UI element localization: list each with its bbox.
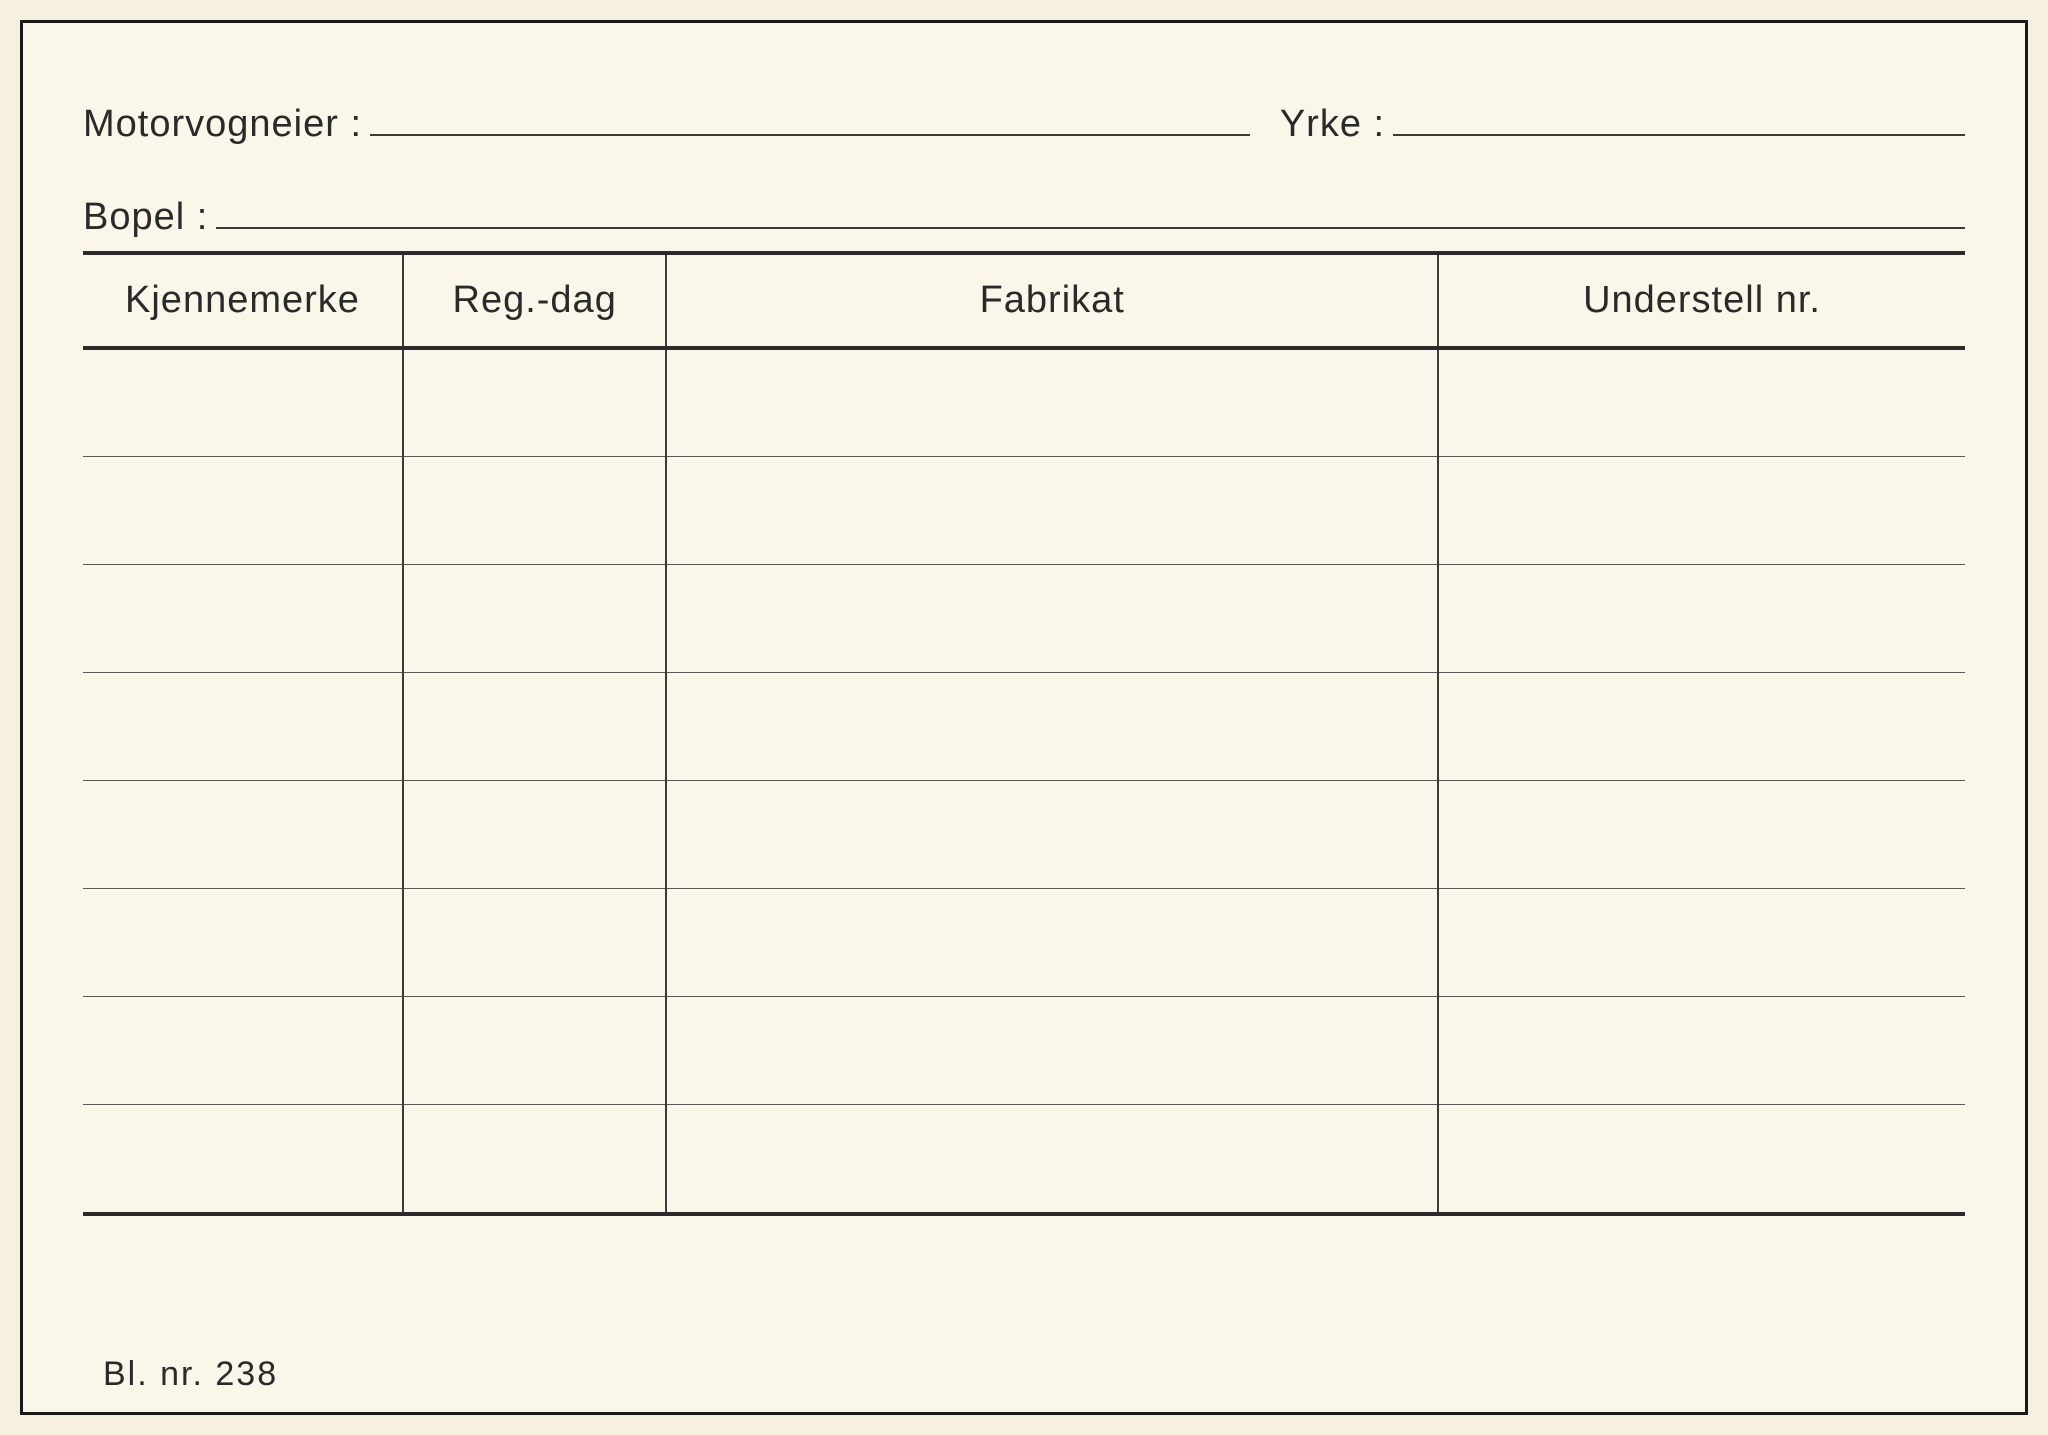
table-cell[interactable] <box>83 780 403 888</box>
table-cell[interactable] <box>83 564 403 672</box>
col-header-regdag: Reg.-dag <box>403 255 666 348</box>
table-cell[interactable] <box>403 564 666 672</box>
table-cell[interactable] <box>666 456 1438 564</box>
table-cell[interactable] <box>1438 780 1965 888</box>
table-row <box>83 888 1965 996</box>
address-field-group: Bopel : <box>83 196 1965 239</box>
table-row <box>83 564 1965 672</box>
table-row <box>83 1104 1965 1212</box>
profession-input-line[interactable] <box>1393 106 1965 136</box>
table-cell[interactable] <box>1438 672 1965 780</box>
table-cell[interactable] <box>1438 1104 1965 1212</box>
table-cell[interactable] <box>83 996 403 1104</box>
table-cell[interactable] <box>83 456 403 564</box>
table-cell[interactable] <box>403 1104 666 1212</box>
table-cell[interactable] <box>1438 564 1965 672</box>
vehicle-table-container: Kjennemerke Reg.-dag Fabrikat Understell… <box>83 251 1965 1216</box>
table-cell[interactable] <box>666 996 1438 1104</box>
registration-card: Motorvogneier : Yrke : Bopel : Kjennemer… <box>20 20 2028 1415</box>
profession-label: Yrke : <box>1280 103 1385 146</box>
table-cell[interactable] <box>83 672 403 780</box>
vehicle-table: Kjennemerke Reg.-dag Fabrikat Understell… <box>83 255 1965 1212</box>
table-cell[interactable] <box>1438 456 1965 564</box>
owner-label: Motorvogneier : <box>83 103 362 146</box>
form-number: Bl. nr. 238 <box>103 1355 278 1394</box>
table-cell[interactable] <box>83 1104 403 1212</box>
table-cell[interactable] <box>666 780 1438 888</box>
table-cell[interactable] <box>666 564 1438 672</box>
table-cell[interactable] <box>666 672 1438 780</box>
table-row <box>83 780 1965 888</box>
table-cell[interactable] <box>666 888 1438 996</box>
table-cell[interactable] <box>1438 348 1965 456</box>
table-cell[interactable] <box>83 348 403 456</box>
table-cell[interactable] <box>1438 888 1965 996</box>
table-cell[interactable] <box>666 348 1438 456</box>
table-header-row: Kjennemerke Reg.-dag Fabrikat Understell… <box>83 255 1965 348</box>
table-row <box>83 672 1965 780</box>
col-header-kjennemerke: Kjennemerke <box>83 255 403 348</box>
top-fields-row: Motorvogneier : Yrke : <box>83 103 1965 146</box>
table-cell[interactable] <box>403 456 666 564</box>
table-row <box>83 348 1965 456</box>
table-cell[interactable] <box>403 348 666 456</box>
table-cell[interactable] <box>403 888 666 996</box>
col-header-understell: Understell nr. <box>1438 255 1965 348</box>
table-cell[interactable] <box>1438 996 1965 1104</box>
owner-input-line[interactable] <box>370 106 1250 136</box>
table-cell[interactable] <box>83 888 403 996</box>
table-body <box>83 348 1965 1212</box>
table-cell[interactable] <box>666 1104 1438 1212</box>
table-row <box>83 456 1965 564</box>
profession-field-group: Yrke : <box>1280 103 1965 146</box>
table-cell[interactable] <box>403 672 666 780</box>
address-label: Bopel : <box>83 196 208 239</box>
address-input-line[interactable] <box>216 199 1965 229</box>
owner-field-group: Motorvogneier : <box>83 103 1250 146</box>
col-header-fabrikat: Fabrikat <box>666 255 1438 348</box>
table-cell[interactable] <box>403 780 666 888</box>
table-row <box>83 996 1965 1104</box>
table-cell[interactable] <box>403 996 666 1104</box>
